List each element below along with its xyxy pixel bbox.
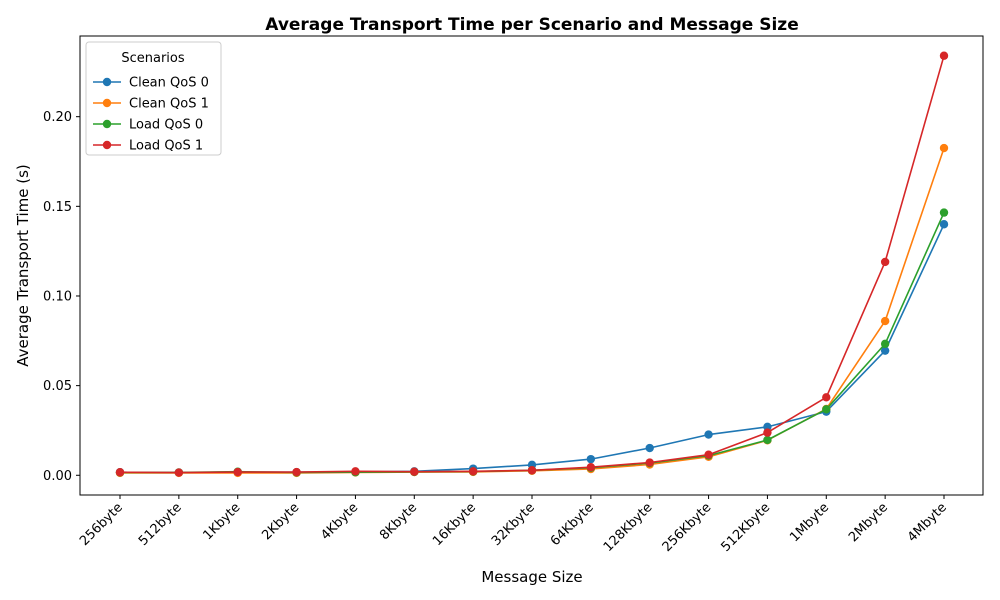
data-point	[115, 468, 125, 477]
data-point	[704, 450, 713, 459]
legend-marker	[102, 77, 112, 87]
data-point	[410, 467, 419, 476]
data-point	[822, 393, 831, 402]
data-point	[233, 467, 242, 477]
legend-label: Clean QoS 1	[129, 97, 209, 112]
data-point	[351, 467, 360, 476]
data-point	[763, 422, 772, 432]
legend-title: Scenarios	[121, 51, 185, 66]
legend-marker	[102, 98, 112, 108]
data-point	[704, 430, 713, 439]
chart-title: Average Transport Time per Scenario and …	[265, 15, 798, 35]
y-tick-label: 0.10	[43, 289, 72, 304]
data-point	[939, 143, 949, 153]
data-point	[527, 466, 537, 475]
legend-item: Load QoS 1	[93, 139, 203, 154]
y-tick-label: 0.15	[43, 200, 72, 215]
data-point	[939, 220, 949, 229]
data-point	[880, 316, 890, 326]
data-point	[586, 463, 596, 472]
legend-item: Clean QoS 0	[93, 76, 209, 91]
y-tick-label: 0.05	[43, 379, 72, 394]
data-point	[645, 443, 654, 453]
y-axis: 0.00 0.05 0.10 0.15 0.20	[43, 110, 80, 484]
legend-label: Clean QoS 0	[129, 76, 209, 91]
data-point	[174, 468, 184, 477]
data-point	[822, 405, 831, 414]
data-point	[880, 339, 890, 349]
legend-marker	[102, 119, 112, 129]
legend-item: Clean QoS 1	[93, 97, 209, 112]
data-point	[763, 435, 772, 445]
data-point	[763, 428, 772, 437]
data-point	[880, 257, 890, 267]
legend-label: Load QoS 0	[129, 118, 203, 133]
legend-item: Load QoS 0	[93, 118, 203, 133]
data-point	[586, 454, 596, 464]
y-tick-label: 0.20	[43, 110, 72, 125]
series-load-qos-1	[115, 51, 949, 477]
data-point	[939, 208, 949, 217]
legend-label: Load QoS 1	[129, 139, 203, 154]
data-point	[939, 51, 949, 60]
series-layer	[115, 51, 949, 478]
x-axis-label: Message Size	[481, 568, 582, 586]
y-axis-label: Average Transport Time (s)	[14, 164, 32, 367]
data-point	[645, 458, 654, 467]
y-tick-label: 0.00	[43, 469, 72, 484]
data-point	[880, 346, 890, 355]
data-point	[468, 467, 478, 476]
legend-marker	[102, 140, 112, 150]
legend: Scenarios Clean QoS 0 Clean QoS 1 Load QoS…	[85, 41, 222, 156]
legend-box	[85, 41, 222, 156]
data-point	[292, 467, 301, 477]
